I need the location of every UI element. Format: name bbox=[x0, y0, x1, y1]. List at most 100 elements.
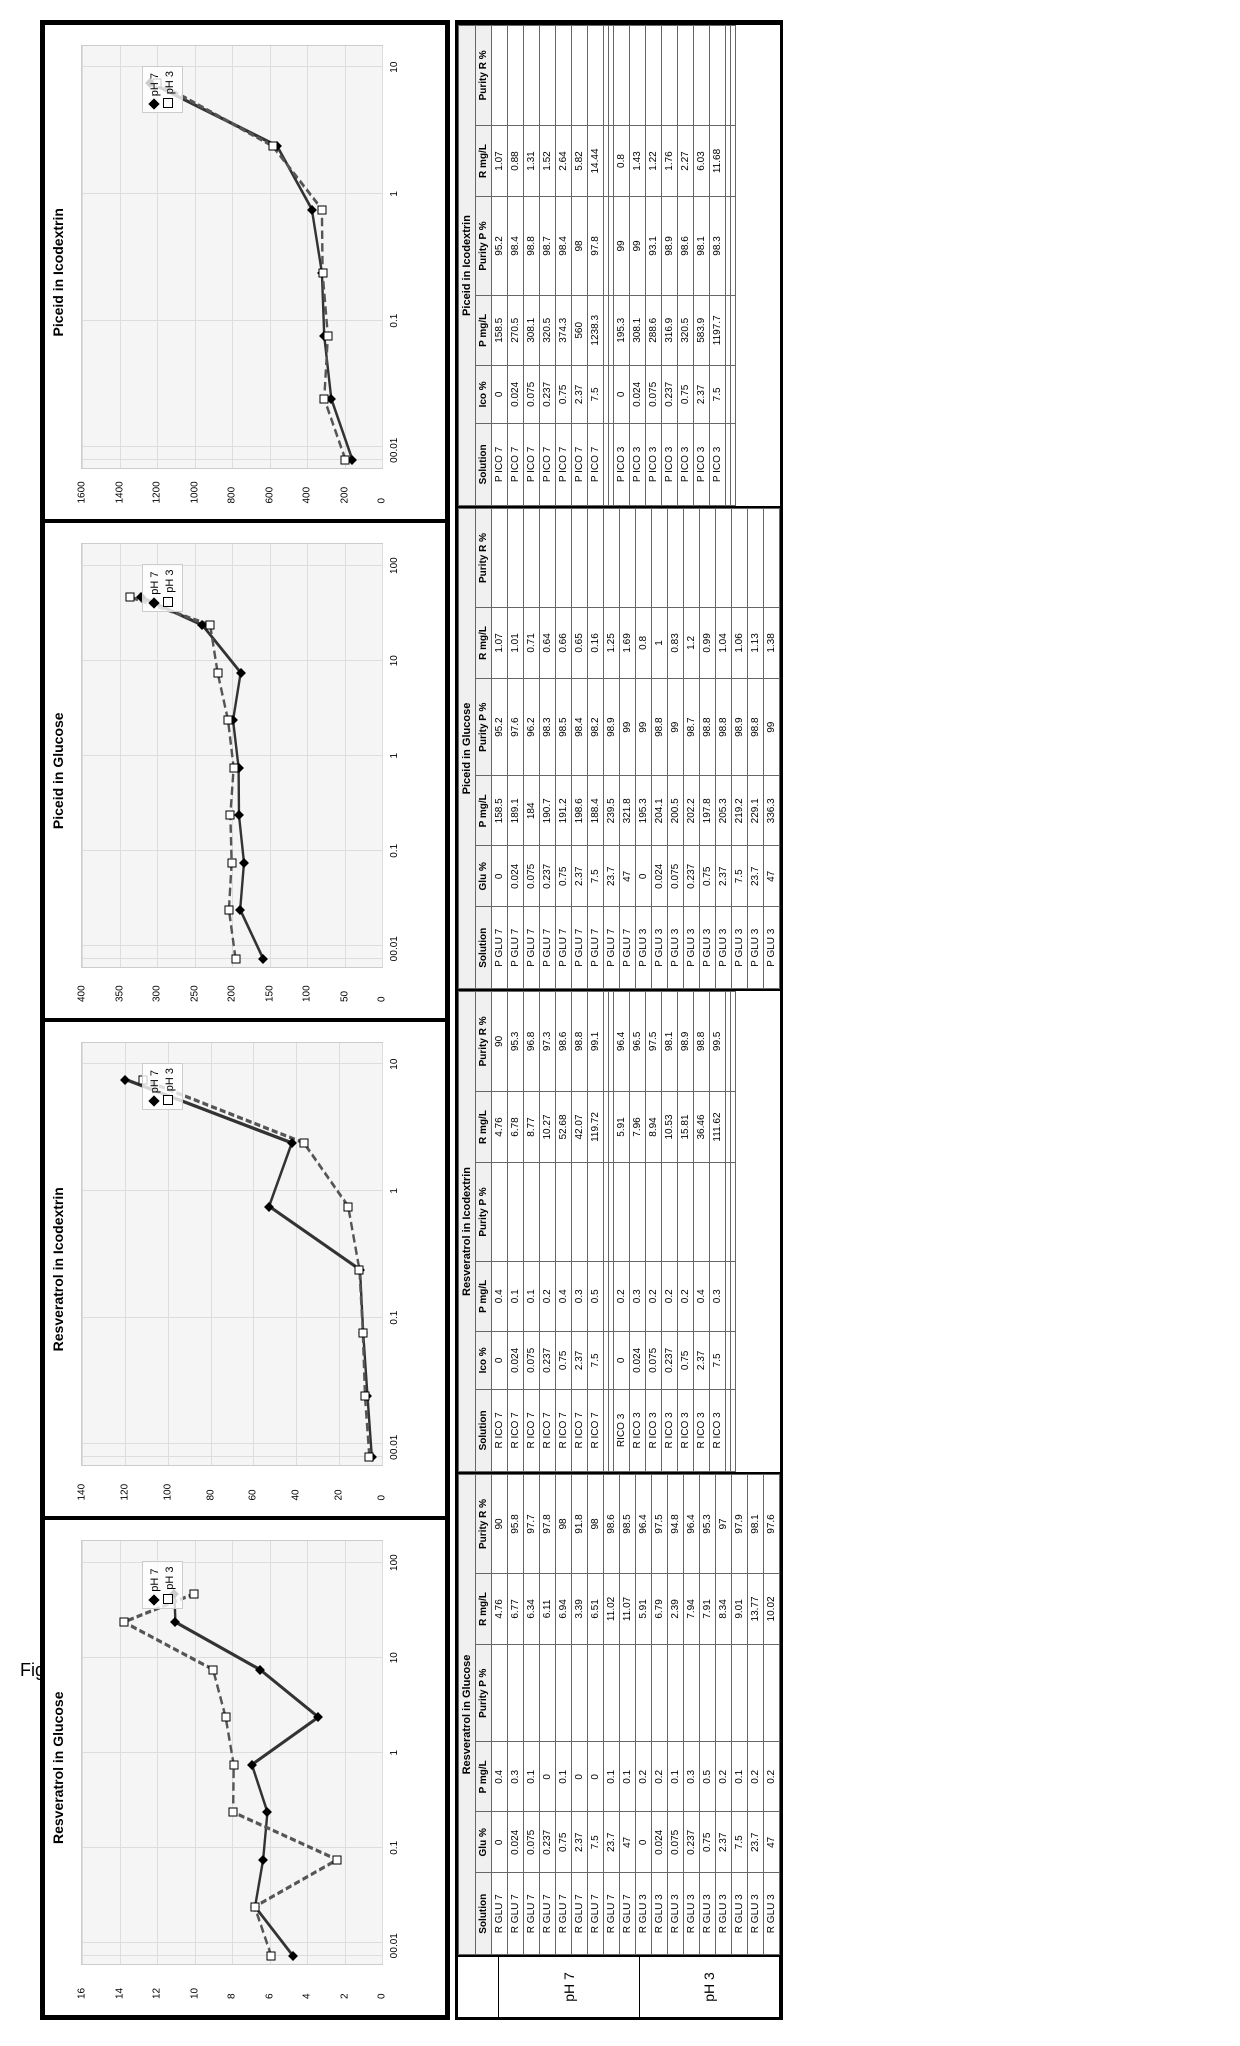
x-tick-label: 10 bbox=[389, 655, 400, 666]
table-cell: 0.75 bbox=[556, 365, 572, 423]
table-cell: 205.3 bbox=[716, 776, 732, 846]
table-cell: 0.2 bbox=[716, 1742, 732, 1812]
table-cell: 98.1 bbox=[694, 197, 710, 295]
table-cell: R GLU 3 bbox=[636, 1873, 652, 1955]
table-cell: 97.7 bbox=[524, 1475, 540, 1574]
table-cell: 0.024 bbox=[508, 365, 524, 423]
data-point-ph3 bbox=[318, 269, 327, 278]
table-cell: 0.2 bbox=[540, 1261, 556, 1331]
table-cell: P GLU 7 bbox=[588, 907, 604, 989]
table-cell: 0.99 bbox=[700, 607, 716, 678]
table-cell: 2.37 bbox=[572, 846, 588, 907]
table-cell bbox=[524, 1163, 540, 1261]
table-cell: 98.4 bbox=[572, 678, 588, 776]
table-cell bbox=[508, 1644, 524, 1742]
table-cell: 14.44 bbox=[588, 125, 604, 197]
table-cell: 98.6 bbox=[604, 1475, 620, 1574]
table-cell: 0 bbox=[492, 365, 508, 423]
data-point-ph3 bbox=[206, 621, 215, 630]
table-cell: 96.5 bbox=[630, 992, 646, 1092]
table-cell: P ICO 3 bbox=[630, 423, 646, 505]
table-cell: P ICO 7 bbox=[588, 423, 604, 505]
table-cell: 239.5 bbox=[604, 776, 620, 846]
table-cell: R ICO 3 bbox=[662, 1389, 678, 1471]
chart-legend: pH 7pH 3 bbox=[142, 1562, 183, 1609]
table-cell: 99.1 bbox=[588, 992, 604, 1092]
table-cell: 0.3 bbox=[684, 1742, 700, 1812]
table-cell: 320.5 bbox=[540, 295, 556, 365]
chart-area: 0200400600800100012001400160000.010.1110… bbox=[81, 45, 383, 470]
table-cell: 96.2 bbox=[524, 678, 540, 776]
table-row: P ICO 30.237316.998.91.76 bbox=[662, 26, 678, 506]
column-header: R mg/L bbox=[476, 1573, 492, 1644]
table-cell: P GLU 3 bbox=[700, 907, 716, 989]
table-cell bbox=[678, 26, 694, 126]
table-cell: P GLU 3 bbox=[684, 907, 700, 989]
table-cell: 0.075 bbox=[524, 365, 540, 423]
table-cell: P GLU 3 bbox=[652, 907, 668, 989]
table-cell: 0.3 bbox=[630, 1261, 646, 1331]
table-cell: 0.1 bbox=[524, 1742, 540, 1812]
column-header: Purity P % bbox=[476, 678, 492, 776]
chart-area: 05010015020025030035040000.010.1110100pH… bbox=[81, 544, 383, 969]
table-cell bbox=[508, 26, 524, 126]
table-cell: 0.237 bbox=[540, 1331, 556, 1389]
table-cell: R GLU 3 bbox=[748, 1873, 764, 1955]
table-row: R GLU 700.44.7690 bbox=[492, 1475, 508, 1955]
table-cell bbox=[731, 295, 736, 365]
table-cell: P ICO 7 bbox=[556, 423, 572, 505]
table-cell: 15.81 bbox=[678, 1091, 694, 1163]
table-cell bbox=[731, 365, 736, 423]
table-cell bbox=[764, 1644, 780, 1742]
legend-ph7: pH 7 bbox=[149, 1070, 161, 1093]
table-cell: 98.8 bbox=[572, 992, 588, 1092]
table-cell: R GLU 7 bbox=[556, 1873, 572, 1955]
ph-labels-column: pH 7 pH 3 bbox=[458, 1955, 780, 2017]
x-tick-label: 1 bbox=[389, 191, 400, 197]
table-cell: 0.237 bbox=[540, 846, 556, 907]
table-cell: 198.6 bbox=[572, 776, 588, 846]
table-cell: 96.4 bbox=[636, 1475, 652, 1574]
table-cell: 7.5 bbox=[732, 1812, 748, 1873]
table-row: R ICO 30.0750.28.9497.5 bbox=[646, 992, 662, 1472]
table-cell: 308.1 bbox=[524, 295, 540, 365]
table-cell: 1.04 bbox=[716, 607, 732, 678]
table-cell bbox=[588, 1644, 604, 1742]
table-cell: P ICO 7 bbox=[540, 423, 556, 505]
column-header: Purity P % bbox=[476, 197, 492, 295]
table-row: P GLU 70.237190.798.30.64 bbox=[540, 509, 556, 989]
table-cell bbox=[731, 423, 736, 505]
table-cell bbox=[652, 509, 668, 608]
data-table-1: Resveratrol in IcodextrinSolutionIco %P … bbox=[458, 989, 780, 1472]
table-cell: P ICO 3 bbox=[662, 423, 678, 505]
table-cell: 7.5 bbox=[732, 846, 748, 907]
table-cell: 0.4 bbox=[492, 1742, 508, 1812]
table-row: R GLU 70.750.16.9498 bbox=[556, 1475, 572, 1955]
chart-title: Piceid in Glucose bbox=[45, 524, 71, 1019]
table-cell: R GLU 7 bbox=[620, 1873, 636, 1955]
table-cell: 0.024 bbox=[630, 1331, 646, 1389]
column-header: Purity P % bbox=[476, 1644, 492, 1742]
data-point-ph3 bbox=[268, 142, 277, 151]
table-row: P ICO 77.51238.397.814.44 bbox=[588, 26, 604, 506]
table-cell bbox=[524, 1644, 540, 1742]
column-header: Ico % bbox=[476, 1331, 492, 1389]
data-point-ph3 bbox=[221, 1713, 230, 1722]
table-cell bbox=[492, 26, 508, 126]
table-row: R ICO 70.0750.18.7796.8 bbox=[524, 992, 540, 1472]
table-cell bbox=[700, 509, 716, 608]
table-row: R GLU 70.0240.36.7795.8 bbox=[508, 1475, 524, 1955]
table-cell: 96.8 bbox=[524, 992, 540, 1092]
table-cell: 5.91 bbox=[636, 1573, 652, 1644]
table-cell: 98.4 bbox=[508, 197, 524, 295]
table-cell bbox=[492, 1163, 508, 1261]
table-cell: 0.075 bbox=[524, 1331, 540, 1389]
figure-container: Resveratrol in Glucose024681012141600.01… bbox=[40, 20, 1240, 2020]
table-cell: P ICO 3 bbox=[678, 423, 694, 505]
table-cell: 97.5 bbox=[652, 1475, 668, 1574]
table-cell: 0.71 bbox=[524, 607, 540, 678]
table-cell: 6.78 bbox=[508, 1091, 524, 1163]
table-cell bbox=[572, 509, 588, 608]
data-point-ph3 bbox=[229, 1760, 238, 1769]
table-cell bbox=[588, 1163, 604, 1261]
